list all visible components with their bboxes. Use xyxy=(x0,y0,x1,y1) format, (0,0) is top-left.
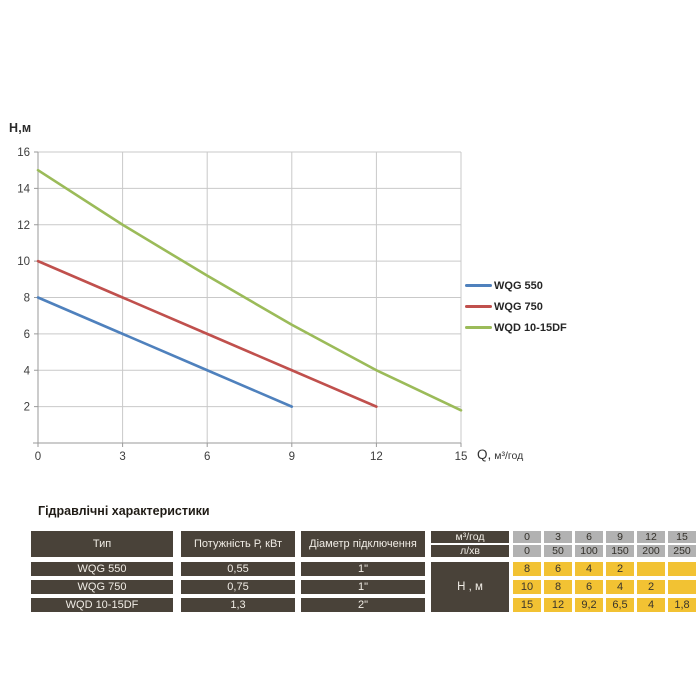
legend-label: WQG 750 xyxy=(494,300,543,313)
flow-m3-value: 12 xyxy=(637,531,665,543)
power-cell: 1,3 xyxy=(181,598,295,612)
type-header: Тип xyxy=(31,531,173,557)
diameter-cell: 1" xyxy=(301,562,425,576)
power-cell: 0,75 xyxy=(181,580,295,594)
power-column: Потужність Р, кВт 0,55 0,75 1,3 xyxy=(181,531,295,612)
head-value: 2 xyxy=(637,580,665,594)
flow-m3-value: 6 xyxy=(575,531,603,543)
head-value: 12 xyxy=(544,598,572,612)
flow-l-value: 50 xyxy=(544,545,572,557)
series-line-wqd-10-15df xyxy=(36,168,463,412)
x-tick-label: 9 xyxy=(289,451,295,463)
y-tick-label: 4 xyxy=(24,365,31,377)
head-unit-label: Н , м xyxy=(431,562,509,612)
x-axis-title: Q, м³/год xyxy=(477,447,523,462)
table-title: Гідравлічні характеристики xyxy=(38,504,210,518)
head-value: 6 xyxy=(544,562,572,576)
head-value: 10 xyxy=(513,580,541,594)
legend-line-swatch xyxy=(465,305,492,308)
x-axis-title-units: м³/год xyxy=(494,450,524,462)
flow-m3-value: 9 xyxy=(606,531,634,543)
legend-line-swatch xyxy=(465,326,492,329)
head-value: 8 xyxy=(513,562,541,576)
flow-m3-value: 3 xyxy=(544,531,572,543)
units-column: м³/год л/хв Н , м xyxy=(431,531,509,612)
flow-l-unit-label: л/хв xyxy=(431,545,509,557)
flow-l-value: 200 xyxy=(637,545,665,557)
value-column: 0 0 8 10 15 xyxy=(513,531,541,612)
type-cell: WQD 10-15DF xyxy=(31,598,173,612)
flow-l-value: 150 xyxy=(606,545,634,557)
value-column: 6 100 4 6 9,2 xyxy=(575,531,603,612)
y-tick-label: 8 xyxy=(24,293,30,305)
legend-item: WQG 550 xyxy=(465,275,567,296)
flow-l-value: 100 xyxy=(575,545,603,557)
diameter-cell: 1" xyxy=(301,580,425,594)
head-value: 9,2 xyxy=(575,598,603,612)
power-header: Потужність Р, кВт xyxy=(181,531,295,557)
flow-l-value: 250 xyxy=(668,545,696,557)
y-tick-label: 12 xyxy=(17,220,30,232)
x-tick-label: 12 xyxy=(370,451,383,463)
head-value: 4 xyxy=(637,598,665,612)
legend-item: WQG 750 xyxy=(465,296,567,317)
head-value: 15 xyxy=(513,598,541,612)
pump-curves-chart: 0 3 6 9 12 15 2 4 6 8 10 12 14 16 xyxy=(17,147,468,463)
y-tick-label: 2 xyxy=(24,402,30,414)
head-value: 2 xyxy=(606,562,634,576)
diameter-column: Діаметр підключення 1" 1" 2" xyxy=(301,531,425,612)
legend-line-swatch xyxy=(465,284,492,287)
value-column: 3 50 6 8 12 xyxy=(544,531,572,612)
chart-legend: WQG 550 WQG 750 WQD 10-15DF xyxy=(465,275,567,338)
flow-l-value: 0 xyxy=(513,545,541,557)
x-tick-label: 3 xyxy=(119,451,125,463)
flow-m3-unit-label: м³/год xyxy=(431,531,509,543)
legend-label: WQG 550 xyxy=(494,279,543,292)
head-value: 6 xyxy=(575,580,603,594)
type-column: Тип WQG 550 WQG 750 WQD 10-15DF xyxy=(31,531,173,612)
diameter-cell: 2" xyxy=(301,598,425,612)
hydraulic-characteristics-table: Тип WQG 550 WQG 750 WQD 10-15DF Потужність Р… xyxy=(31,531,699,612)
head-value: 1,8 xyxy=(668,598,696,612)
head-value: 4 xyxy=(575,562,603,576)
value-column: 12 200 2 4 xyxy=(637,531,665,612)
diameter-header: Діаметр підключення xyxy=(301,531,425,557)
legend-label: WQD 10-15DF xyxy=(494,321,567,334)
type-cell: WQG 750 xyxy=(31,580,173,594)
head-value: 4 xyxy=(606,580,634,594)
x-tick-label: 15 xyxy=(455,451,468,463)
y-axis-title: Н,м xyxy=(9,121,32,135)
series-line-wqg-550 xyxy=(36,296,294,408)
x-axis-title-q: Q, xyxy=(477,447,492,462)
type-cell: WQG 550 xyxy=(31,562,173,576)
value-column: 9 150 2 4 6,5 xyxy=(606,531,634,612)
head-value xyxy=(637,562,665,576)
x-tick-label: 0 xyxy=(35,451,41,463)
y-tick-label: 6 xyxy=(24,329,30,341)
y-tick-label: 14 xyxy=(17,183,30,195)
head-value: 8 xyxy=(544,580,572,594)
head-value xyxy=(668,580,696,594)
head-value xyxy=(668,562,696,576)
y-tick-label: 10 xyxy=(17,256,30,268)
value-column: 15 250 1,8 xyxy=(668,531,696,612)
y-tick-label: 16 xyxy=(17,147,30,159)
legend-item: WQD 10-15DF xyxy=(465,317,567,338)
power-cell: 0,55 xyxy=(181,562,295,576)
series-line-wqg-750 xyxy=(36,259,378,408)
flow-m3-value: 0 xyxy=(513,531,541,543)
flow-m3-value: 15 xyxy=(668,531,696,543)
head-value: 6,5 xyxy=(606,598,634,612)
x-tick-label: 6 xyxy=(204,451,210,463)
